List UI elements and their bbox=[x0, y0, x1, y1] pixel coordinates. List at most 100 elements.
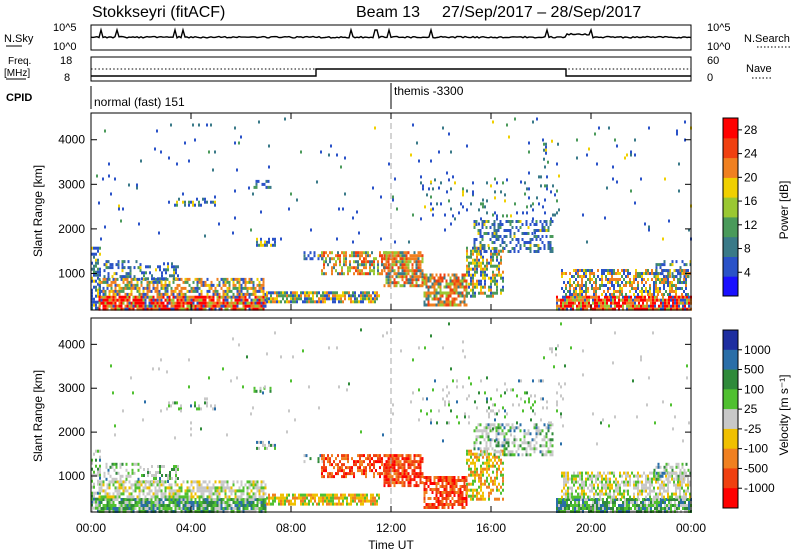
data-cell bbox=[163, 268, 165, 271]
data-cell bbox=[165, 271, 167, 274]
data-cell bbox=[325, 457, 327, 460]
data-cell bbox=[292, 494, 294, 497]
data-cell bbox=[416, 260, 418, 263]
data-cell bbox=[328, 291, 330, 294]
data-cell bbox=[286, 500, 288, 503]
data-cell bbox=[548, 244, 550, 247]
data-cell bbox=[320, 300, 322, 303]
data-cell bbox=[686, 269, 688, 272]
data-cell bbox=[448, 494, 450, 497]
data-cell bbox=[472, 277, 474, 280]
data-cell bbox=[340, 297, 342, 300]
data-cell bbox=[181, 483, 183, 486]
data-cell bbox=[573, 290, 575, 293]
data-cell bbox=[643, 272, 645, 275]
data-cell bbox=[458, 494, 460, 497]
data-cell bbox=[454, 301, 456, 304]
data-cell bbox=[131, 302, 133, 305]
data-cell bbox=[191, 296, 193, 299]
data-cell bbox=[115, 299, 117, 302]
data-cell bbox=[408, 478, 410, 481]
data-cell bbox=[93, 507, 95, 510]
data-cell bbox=[466, 304, 468, 307]
data-cell bbox=[213, 501, 215, 504]
data-cell bbox=[660, 263, 662, 266]
data-cell bbox=[359, 463, 361, 466]
data-cell bbox=[145, 501, 147, 504]
data-cell bbox=[286, 494, 288, 497]
data-cell bbox=[221, 302, 223, 305]
data-cell bbox=[344, 291, 346, 294]
data-cell bbox=[478, 429, 480, 432]
data-cell bbox=[480, 286, 482, 289]
data-cell bbox=[115, 480, 117, 483]
data-cell bbox=[500, 432, 502, 435]
data-cell bbox=[369, 463, 371, 466]
data-cell bbox=[526, 447, 528, 450]
data-cell bbox=[636, 296, 638, 299]
data-cell bbox=[258, 244, 260, 247]
data-cell bbox=[444, 277, 446, 280]
data-cell bbox=[616, 305, 618, 308]
data-cell bbox=[480, 489, 482, 492]
data-cell bbox=[490, 250, 492, 253]
data-cell bbox=[504, 438, 506, 441]
data-cell bbox=[108, 163, 110, 166]
data-cell bbox=[195, 278, 197, 281]
data-cell bbox=[532, 220, 534, 223]
data-cell bbox=[528, 226, 530, 229]
data-cell bbox=[105, 293, 107, 296]
data-cell bbox=[510, 223, 512, 226]
data-cell bbox=[634, 296, 636, 299]
data-cell bbox=[363, 466, 365, 469]
data-cell bbox=[217, 492, 219, 495]
data-cell bbox=[605, 269, 607, 272]
data-cell bbox=[410, 254, 412, 257]
data-cell bbox=[438, 283, 440, 286]
data-cell bbox=[133, 305, 135, 308]
data-cell bbox=[478, 223, 480, 226]
data-cell bbox=[227, 296, 229, 299]
data-cell bbox=[191, 489, 193, 492]
data-cell bbox=[245, 281, 247, 284]
data-cell bbox=[259, 290, 261, 293]
data-cell bbox=[243, 278, 245, 281]
data-cell bbox=[173, 265, 175, 268]
data-cell bbox=[335, 463, 337, 466]
data-cell bbox=[551, 140, 553, 143]
data-cell bbox=[470, 256, 472, 259]
data-cell bbox=[486, 232, 488, 235]
data-cell bbox=[203, 480, 205, 483]
data-cell bbox=[500, 259, 502, 262]
data-cell bbox=[394, 269, 396, 272]
data-cell bbox=[157, 281, 159, 284]
data-cell bbox=[573, 275, 575, 278]
data-cell bbox=[482, 492, 484, 495]
data-cell bbox=[520, 247, 522, 250]
data-cell bbox=[201, 507, 203, 510]
data-cell bbox=[480, 265, 482, 268]
power-y-label: Slant Range [km] bbox=[31, 165, 45, 257]
data-cell bbox=[201, 281, 203, 284]
data-cell bbox=[518, 447, 520, 450]
data-cell bbox=[488, 244, 490, 247]
data-cell bbox=[115, 507, 117, 510]
data-cell bbox=[416, 275, 418, 278]
data-cell bbox=[663, 278, 665, 281]
data-cell bbox=[189, 498, 191, 501]
data-cell bbox=[666, 275, 668, 278]
data-cell bbox=[117, 486, 119, 489]
data-cell bbox=[212, 407, 214, 410]
data-cell bbox=[406, 472, 408, 475]
data-cell bbox=[614, 299, 616, 302]
data-cell bbox=[167, 498, 169, 501]
data-cell bbox=[321, 254, 323, 257]
data-cell bbox=[496, 181, 498, 184]
data-cell bbox=[440, 476, 442, 479]
data-cell bbox=[518, 229, 520, 232]
data-cell bbox=[651, 293, 653, 296]
data-cell bbox=[496, 265, 498, 268]
data-cell bbox=[218, 223, 220, 226]
data-cell bbox=[304, 294, 306, 297]
data-cell bbox=[438, 301, 440, 304]
